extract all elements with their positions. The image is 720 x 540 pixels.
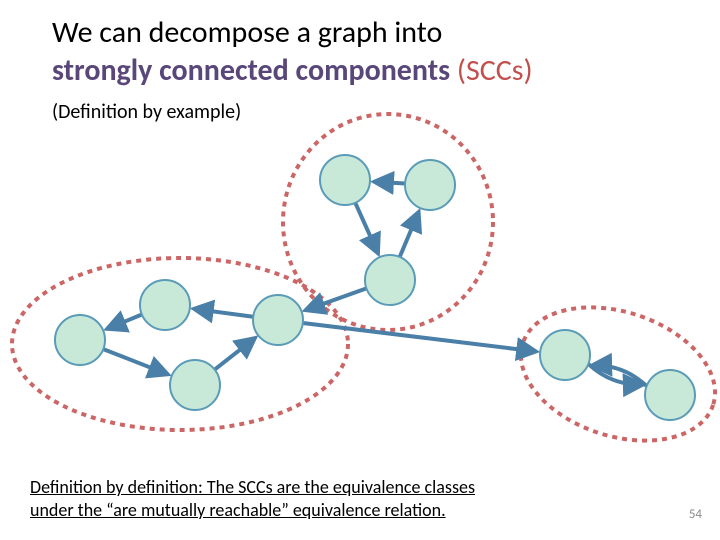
graph-node: [405, 160, 455, 210]
graph-node: [320, 155, 370, 205]
graph-edge: [374, 182, 405, 184]
scc-boundary: [504, 284, 720, 464]
graph-node: [55, 315, 105, 365]
graph-node: [253, 295, 303, 345]
graph-edge: [215, 338, 255, 370]
graph-edge: [103, 349, 168, 374]
bottom-definition: Definition by definition: The SCCs are t…: [30, 476, 475, 521]
graph-node: [365, 255, 415, 305]
graph-edge: [194, 309, 253, 317]
graph-edge: [400, 212, 419, 257]
page-number: 54: [689, 507, 702, 522]
graph-node: [645, 370, 695, 420]
bottom-def-underlined: Definition by definition: The SCCs are t…: [30, 476, 475, 521]
scc-diagram: [0, 0, 720, 540]
graph-edge: [303, 323, 536, 351]
graph-node: [140, 280, 190, 330]
graph-edge: [355, 203, 378, 254]
graph-node: [540, 330, 590, 380]
graph-node: [170, 360, 220, 410]
graph-edge: [107, 315, 142, 329]
